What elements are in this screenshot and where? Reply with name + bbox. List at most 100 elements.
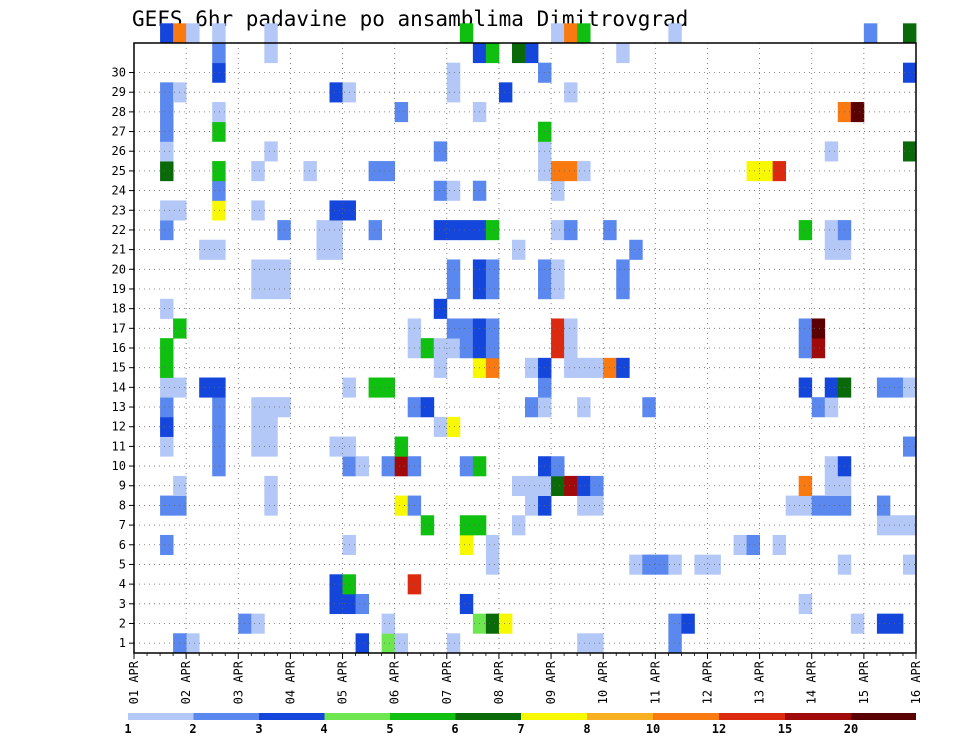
heat-cell (264, 436, 278, 457)
y-tick-label: 15 (112, 361, 126, 375)
x-tick-label: 04 APR (283, 660, 297, 704)
heat-cell (433, 298, 448, 319)
heat-cell (251, 279, 265, 300)
heat-cell (551, 338, 565, 359)
y-tick-label: 7 (119, 518, 126, 532)
heat-cell (668, 554, 682, 575)
heat-cell (368, 220, 383, 241)
legend-swatch (719, 713, 785, 720)
heat-cell (551, 23, 565, 44)
heat-cell (681, 613, 695, 634)
heat-cell (616, 357, 630, 378)
heat-cell (160, 534, 174, 556)
heat-cell (264, 397, 278, 418)
heat-cell (616, 259, 630, 280)
heat-cell (511, 475, 526, 496)
heat-cell (394, 436, 409, 457)
heat-cell (863, 23, 878, 44)
heat-cell (590, 633, 604, 654)
heat-cell (811, 338, 826, 359)
heat-cell (564, 475, 578, 496)
heat-cell (316, 239, 330, 260)
x-tick-label: 12 APR (700, 660, 714, 704)
heat-cell (525, 397, 539, 418)
heat-cell (212, 377, 226, 398)
heat-cell (459, 23, 474, 44)
heat-cell (876, 495, 891, 516)
heat-cell (329, 436, 343, 457)
heat-cell (433, 416, 448, 437)
legend-swatch (193, 713, 259, 720)
y-tick-label: 1 (119, 636, 126, 650)
y-tick-label: 30 (112, 66, 126, 80)
heat-cell (160, 495, 174, 516)
y-tick-label: 27 (112, 125, 126, 139)
heat-cell (485, 259, 500, 280)
x-tick-label: 15 APR (857, 660, 871, 704)
heat-cell (459, 456, 474, 477)
heat-cell (160, 338, 174, 359)
heat-cell (459, 515, 474, 536)
heat-cell (160, 82, 174, 103)
heat-cell (212, 239, 226, 260)
heat-cell (798, 220, 813, 241)
heat-cell (498, 82, 513, 103)
legend-label: 7 (517, 722, 524, 736)
heat-cell (798, 495, 813, 516)
heat-cell (212, 200, 226, 221)
heat-cell (824, 397, 839, 418)
heat-cell (420, 515, 435, 536)
heat-cell (551, 161, 565, 182)
heat-cell (655, 554, 669, 575)
heat-cell (564, 161, 578, 182)
heat-cell (525, 357, 539, 378)
heat-cell (498, 613, 513, 634)
heat-cell (446, 220, 461, 241)
heat-cell (381, 613, 396, 634)
heat-cell (264, 495, 278, 516)
y-tick-label: 12 (112, 420, 126, 434)
y-tick-label: 8 (119, 498, 126, 512)
heat-cell (160, 141, 174, 162)
y-tick-label: 3 (119, 597, 126, 611)
heat-cell (485, 554, 500, 575)
heat-cell (420, 397, 435, 418)
x-tick-label: 05 APR (336, 660, 350, 704)
heat-cell (485, 43, 500, 64)
heat-cell (746, 161, 760, 182)
x-tick-label: 03 APR (231, 660, 245, 704)
heat-cell (824, 377, 839, 398)
y-tick-label: 23 (112, 203, 126, 217)
heat-cell (212, 23, 226, 44)
heat-cell (889, 613, 904, 634)
y-tick-label: 26 (112, 144, 126, 158)
heat-cell (316, 220, 330, 241)
heat-cell (160, 121, 174, 142)
heat-cell (329, 200, 343, 221)
heat-cell (577, 397, 591, 418)
heat-cell (199, 239, 213, 260)
heat-cell (446, 180, 461, 201)
y-axis: 1234567891011121314151617181920212223242… (112, 66, 134, 650)
heat-cell (160, 357, 174, 378)
heat-cell (160, 102, 174, 123)
heat-cell (485, 318, 500, 339)
heat-cell (511, 515, 526, 536)
heat-cell (577, 357, 591, 378)
heat-cell (889, 377, 904, 398)
legend-label: 4 (320, 722, 327, 736)
heat-cell (433, 180, 448, 201)
heat-cell (199, 377, 213, 398)
heat-cell (251, 200, 265, 221)
heat-cell (485, 338, 500, 359)
heat-cell (173, 23, 187, 44)
x-tick-label: 14 APR (805, 660, 819, 704)
legend-swatch (653, 713, 719, 720)
heat-cell (212, 456, 226, 477)
legend-label: 8 (583, 722, 590, 736)
heat-cell (212, 121, 226, 142)
legend-label: 12 (712, 722, 726, 736)
legend-swatch (851, 713, 916, 720)
heat-cell (564, 23, 578, 44)
y-tick-label: 18 (112, 302, 126, 316)
